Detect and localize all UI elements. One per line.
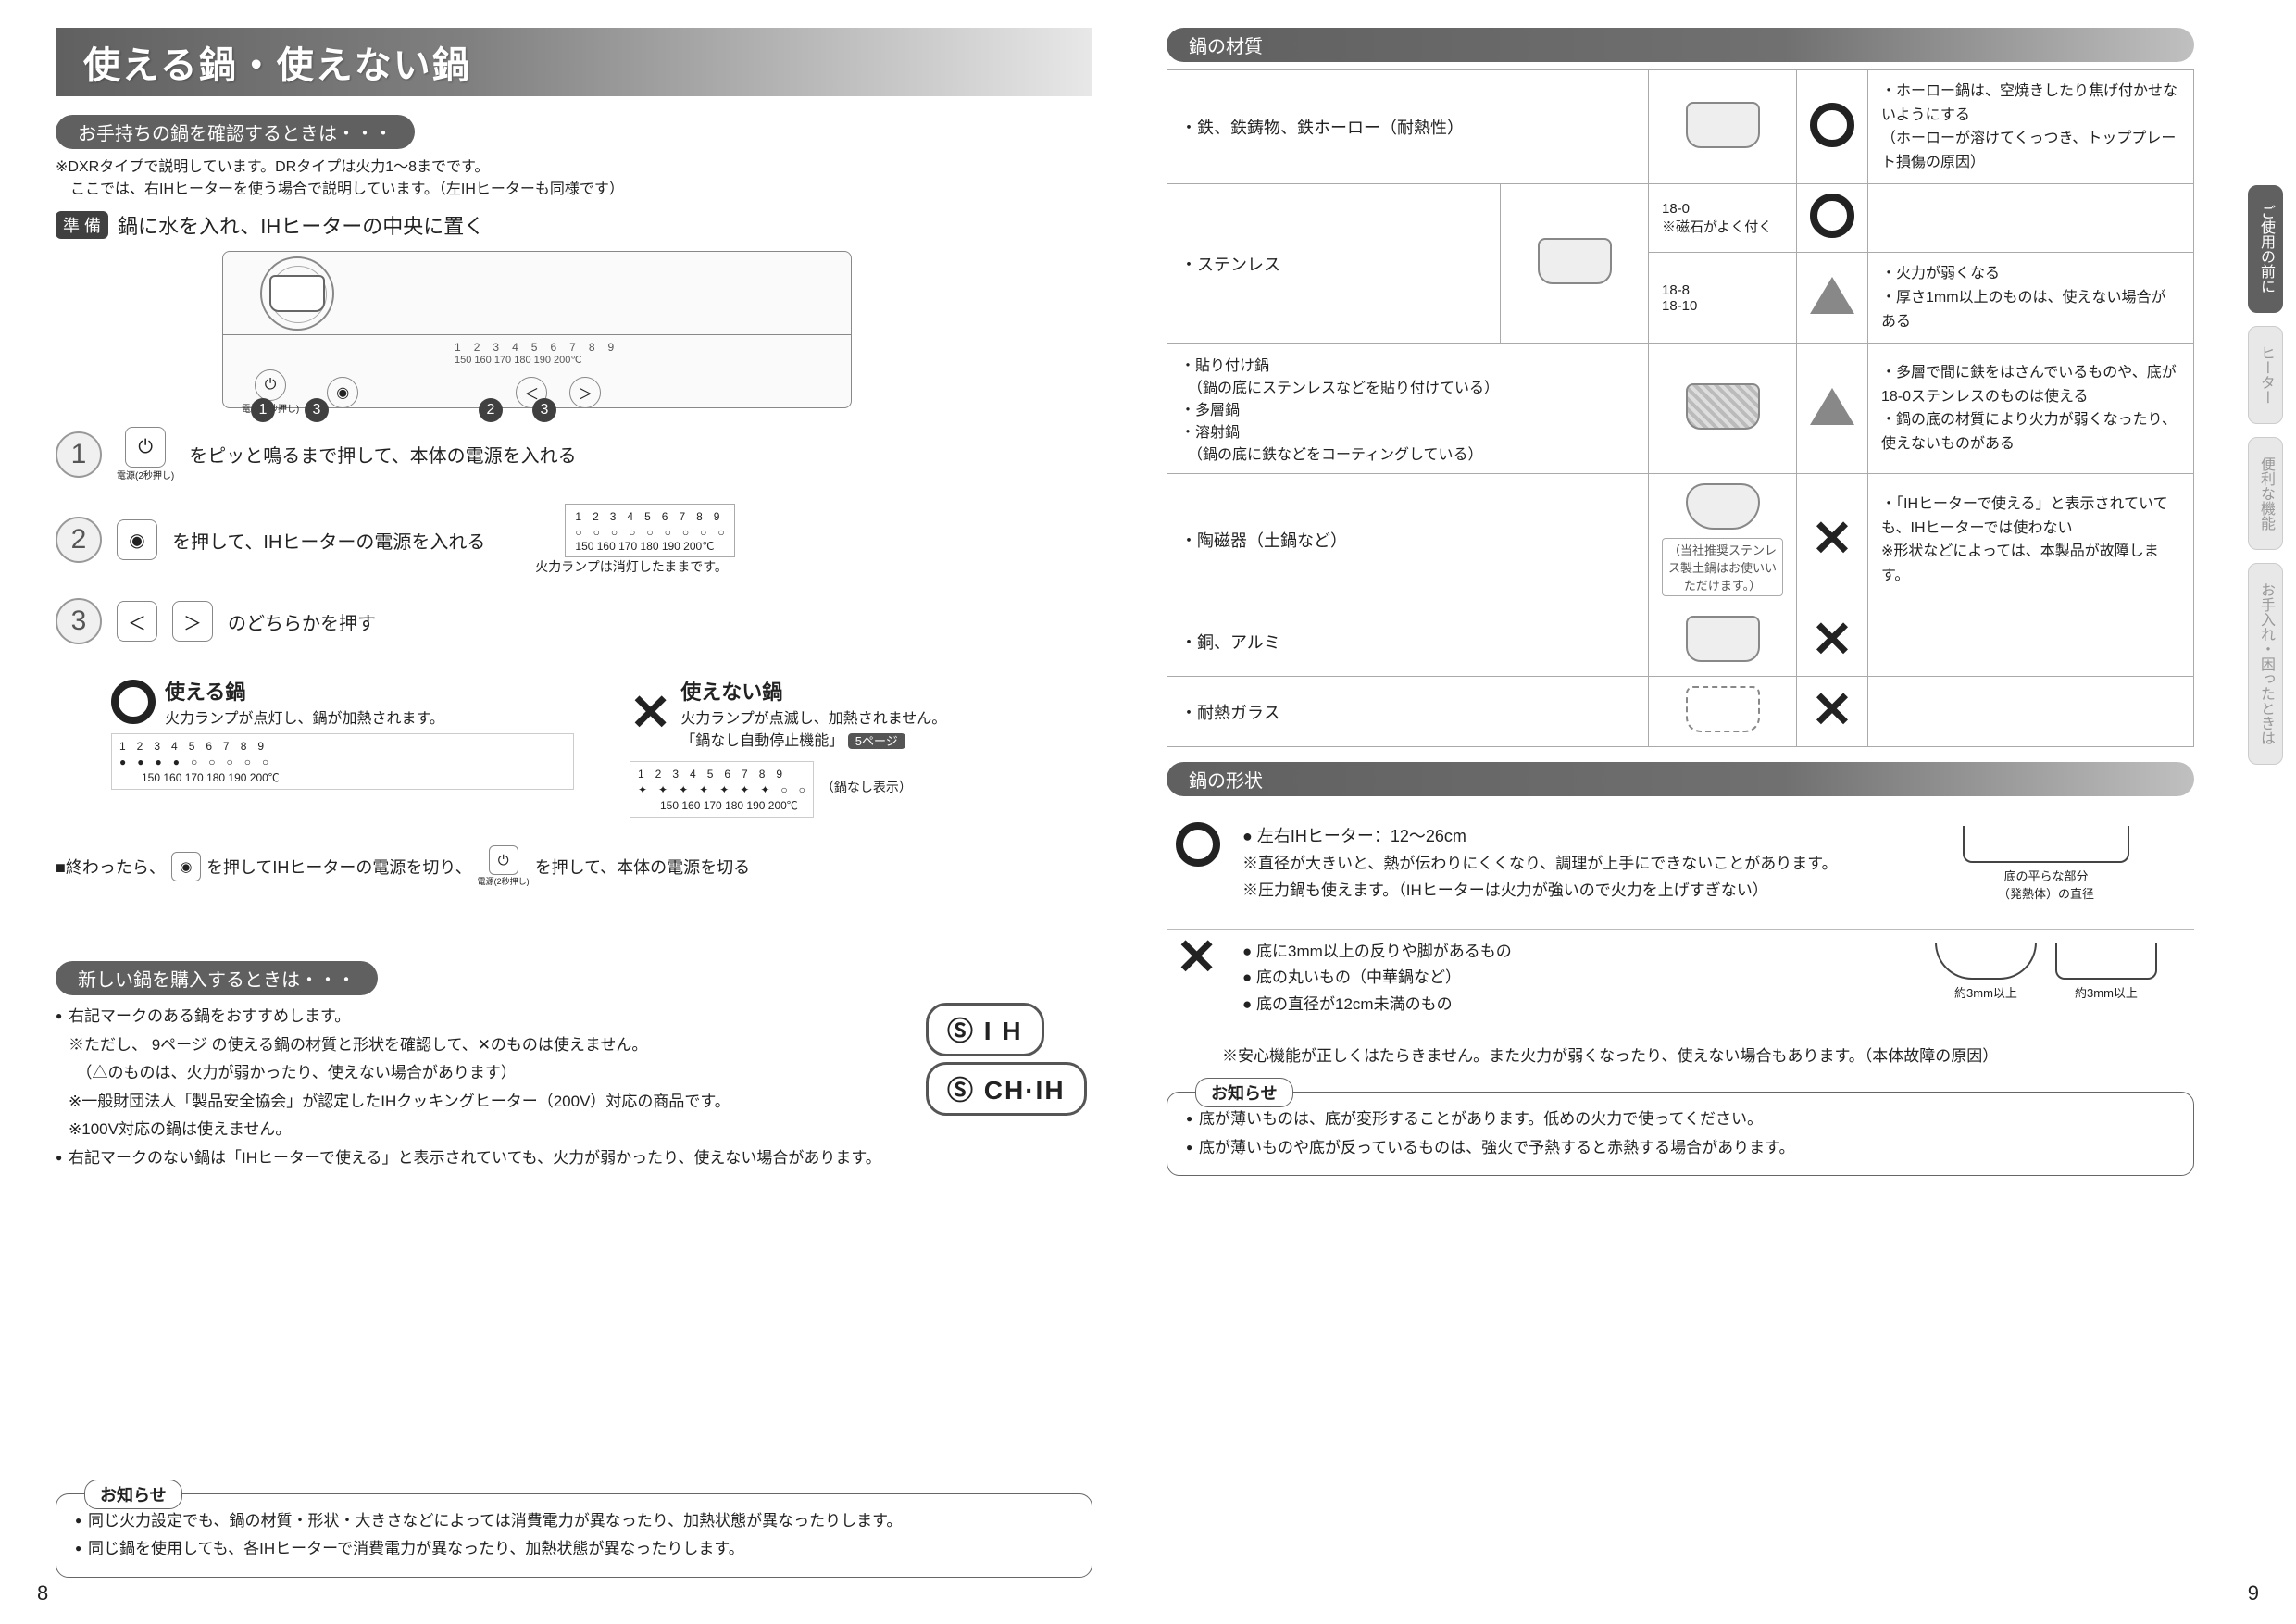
material-table: ・鉄、鉄鋳物、鉄ホーロー（耐熱性） ・ホーロー鍋は、空焼きしたり焦げ付かせないよ… bbox=[1167, 69, 2194, 747]
ok-mark-icon bbox=[1810, 194, 1854, 238]
dxr-note: ※DXRタイプで説明しています。DRタイプは火力1〜8までです。 ここでは、右I… bbox=[56, 156, 1092, 201]
page-num-left: 8 bbox=[37, 1581, 48, 1605]
step-num-3: 3 bbox=[56, 598, 102, 644]
section-material: 鍋の材質 bbox=[1167, 28, 2194, 62]
ng-title: 使えない鍋 bbox=[680, 676, 946, 706]
heater-icon: ◉ bbox=[117, 519, 157, 560]
page-title: 使える鍋・使えない鍋 bbox=[56, 28, 1092, 96]
step-num-2: 2 bbox=[56, 517, 102, 563]
side-tabs: ご使用の前に ヒーター 便利な機能 お手入れ・困ったときは bbox=[2248, 185, 2283, 765]
ok-mark-icon bbox=[111, 680, 156, 724]
more-icon: ＞ bbox=[172, 601, 213, 642]
prep-row: 準 備 鍋に水を入れ、IHヒーターの中央に置く bbox=[56, 210, 1092, 240]
warped-bottom-diagram: 約3mm以上 約3mm以上 bbox=[1907, 939, 2185, 1001]
section-buy-new: 新しい鍋を購入するときは・・・ bbox=[56, 961, 378, 995]
result-ng: ✕ 使えない鍋 火力ランプが点滅し、加熱されません。 「鍋なし自動停止機能」 5… bbox=[630, 676, 1092, 818]
shape-ok-row: ● 左右IHヒーター：12〜26cm ※直径が大きいと、熱が伝わりにくくなり、調… bbox=[1167, 813, 2194, 913]
ih-badge-2: Ⓢ CH·IH bbox=[926, 1062, 1087, 1116]
ok-lamp-display: 1 2 3 4 5 6 7 8 9● ● ● ● ○ ○ ○ ○ ○ 150 1… bbox=[111, 733, 574, 790]
side-tab-before-use[interactable]: ご使用の前に bbox=[2248, 185, 2283, 313]
power-off-icon: ⏻ bbox=[489, 845, 518, 875]
step2-caption: 火力ランプは消灯したままです。 bbox=[528, 557, 734, 576]
power-icon: ⏻ bbox=[125, 427, 166, 468]
step-3-text: のどちらかを押す bbox=[228, 608, 376, 635]
heater-button-icon: ◉ bbox=[327, 377, 358, 408]
pot-icon bbox=[269, 275, 325, 312]
ng-mark-icon: ✕ bbox=[630, 694, 671, 731]
copper-pot-icon bbox=[1686, 616, 1760, 662]
ng-desc: 火力ランプが点滅し、加熱されません。 「鍋なし自動停止機能」 5ページ bbox=[680, 706, 946, 750]
step-3: 3 ＜ ＞ のどちらかを押す bbox=[56, 598, 1092, 644]
page-spread: 使える鍋・使えない鍋 お手持ちの鍋を確認するときは・・・ ※DXRタイプで説明し… bbox=[0, 0, 2296, 1624]
side-tab-maintenance[interactable]: お手入れ・困ったときは bbox=[2248, 563, 2283, 765]
ng-lamp-caption: （鍋なし表示） bbox=[821, 778, 912, 796]
step-1: 1 ⏻ 電源(2秒押し) をピッと鳴るまで押して、本体の電源を入れる bbox=[56, 427, 1092, 481]
result-ok: 使える鍋 火力ランプが点灯し、鍋が加熱されます。 1 2 3 4 5 6 7 8… bbox=[111, 676, 574, 818]
ih-badge-1: Ⓢ I H bbox=[926, 1003, 1044, 1056]
left-column: 使える鍋・使えない鍋 お手持ちの鍋を確認するときは・・・ ※DXRタイプで説明し… bbox=[56, 28, 1092, 1578]
ok-title: 使える鍋 bbox=[165, 676, 444, 706]
shape-warning: ※安心機能が正しくはたらきません。また火力が弱くなったり、使えない場合もあります… bbox=[1222, 1043, 2194, 1066]
x-mark-icon: ✕ bbox=[1176, 930, 1217, 985]
step-1-text: をピッと鳴るまで押して、本体の電源を入れる bbox=[189, 441, 576, 468]
flat-bottom-diagram: 底の平らな部分 （発熱体）の直径 bbox=[1907, 822, 2185, 902]
section-shape: 鍋の形状 bbox=[1167, 762, 2194, 796]
ok-mark-icon bbox=[1176, 822, 1220, 867]
ceramic-pot-icon bbox=[1686, 483, 1760, 530]
notice-label: お知らせ bbox=[1195, 1078, 1293, 1107]
prep-text: 鍋に水を入れ、IHヒーターの中央に置く bbox=[118, 210, 484, 240]
notice-label: お知らせ bbox=[84, 1480, 182, 1509]
panel-scale: 123456789 bbox=[455, 341, 832, 354]
result-row: 使える鍋 火力ランプが点灯し、鍋が加熱されます。 1 2 3 4 5 6 7 8… bbox=[111, 676, 1092, 818]
section-check-pot: お手持ちの鍋を確認するときは・・・ bbox=[56, 115, 415, 149]
buy-new-bullets: 右記マークのある鍋をおすすめします。 ※ただし、 9ページ の使える鍋の材質と形… bbox=[56, 1003, 907, 1173]
page-num-right: 9 bbox=[2248, 1581, 2259, 1605]
side-tab-functions[interactable]: 便利な機能 bbox=[2248, 437, 2283, 550]
x-mark-icon: ✕ bbox=[1811, 511, 1853, 567]
step-num-1: 1 bbox=[56, 431, 102, 478]
power-scale-display: 1 2 3 4 5 6 7 8 9○ ○ ○ ○ ○ ○ ○ ○ ○150 16… bbox=[565, 504, 734, 557]
heater-off-icon: ◉ bbox=[171, 852, 201, 881]
shape-ng-row: ✕ ● 底に3mm以上の反りや脚があるもの ● 底の丸いもの（中華鍋など） ● … bbox=[1167, 930, 2194, 1029]
x-mark-icon: ✕ bbox=[1811, 612, 1853, 668]
ok-desc: 火力ランプが点灯し、鍋が加熱されます。 bbox=[165, 706, 444, 728]
tri-mark-icon bbox=[1810, 277, 1854, 314]
ng-lamp-display: 1 2 3 4 5 6 7 8 9✦ ✦ ✦ ✦ ✦ ✦ ✦ ○ ○ 150 1… bbox=[630, 761, 814, 818]
power-button-icon: ⏻ bbox=[255, 369, 286, 401]
multilayer-pot-icon bbox=[1686, 383, 1760, 430]
stainless-pot-icon bbox=[1538, 238, 1612, 284]
side-tab-heater[interactable]: ヒーター bbox=[2248, 326, 2283, 424]
iron-pot-icon bbox=[1686, 102, 1760, 148]
panel-temp-scale: 150 160 170 180 190 200℃ bbox=[455, 354, 832, 366]
x-mark-icon: ✕ bbox=[1811, 682, 1853, 738]
step-2-text: を押して、IHヒーターの電源を入れる bbox=[172, 527, 485, 554]
tri-mark-icon bbox=[1810, 388, 1854, 425]
ok-mark-icon bbox=[1810, 103, 1854, 147]
finish-row: ■終わったら、 ◉ を押してIHヒーターの電源を切り、 ⏻電源(2秒押し) を押… bbox=[56, 845, 1092, 887]
notice-box-right: お知らせ 底が薄いものは、底が変形することがあります。低めの火力で使ってください… bbox=[1167, 1092, 2194, 1176]
notice-box-left: お知らせ 同じ火力設定でも、鍋の材質・形状・大きさなどによっては消費電力が異なっ… bbox=[56, 1493, 1092, 1578]
step-2: 2 ◉ を押して、IHヒーターの電源を入れる 1 2 3 4 5 6 7 8 9… bbox=[56, 504, 1092, 576]
right-column: 鍋の材質 ・鉄、鉄鋳物、鉄ホーロー（耐熱性） ・ホーロー鍋は、空焼きしたり焦げ付… bbox=[1167, 28, 2240, 1578]
less-icon: ＜ bbox=[117, 601, 157, 642]
plus-button-icon: ＞ bbox=[569, 377, 601, 408]
cooktop-diagram: 123456789 150 160 170 180 190 200℃ ⏻ 電源(… bbox=[222, 251, 852, 408]
glass-pot-icon bbox=[1686, 686, 1760, 732]
prep-badge: 準 備 bbox=[56, 211, 108, 239]
